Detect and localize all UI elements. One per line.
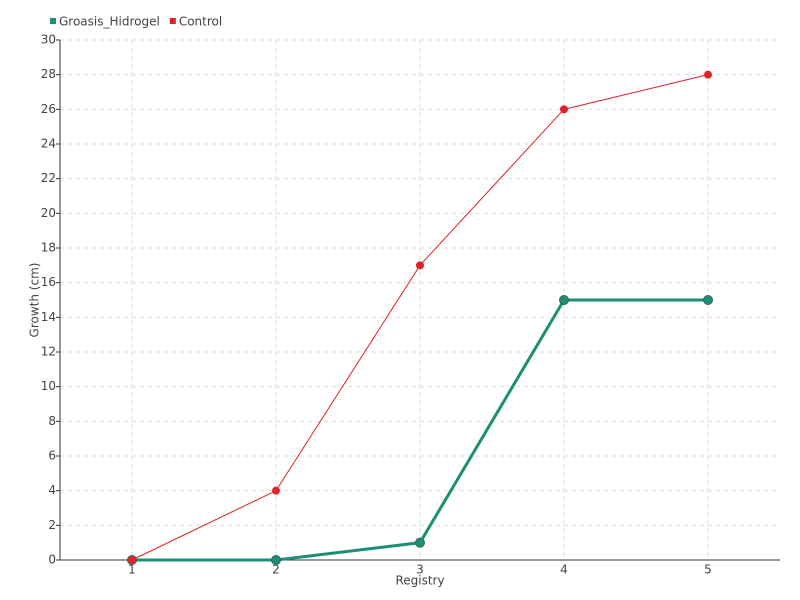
y-tick-label: 30 [41,33,56,47]
legend-swatch [169,18,176,24]
y-tick-label: 0 [48,553,56,567]
y-tick-label: 16 [41,275,56,289]
y-tick-label: 26 [41,102,56,116]
y-tick-label: 12 [41,345,56,359]
data-point [271,555,281,565]
data-point [559,295,569,305]
y-tick-label: 2 [48,518,56,532]
legend-swatch [50,18,56,24]
x-tick-label: 4 [560,563,568,577]
x-tick-label: 3 [416,563,424,577]
y-axis-label: Growth (cm) [28,263,42,338]
x-tick-label: 5 [704,563,712,577]
y-tick-label: 22 [41,171,56,185]
y-tick-label: 18 [41,241,56,255]
y-tick-label: 28 [41,67,56,81]
x-axis-label: Registry [395,574,444,588]
x-tick-label: 1 [128,563,136,577]
data-point [703,295,713,305]
y-tick-label: 14 [41,310,56,324]
y-tick-label: 8 [48,414,56,428]
x-tick-label: 2 [272,563,280,577]
y-tick-label: 20 [41,206,56,220]
y-tick-label: 4 [48,483,56,497]
y-tick-label: 24 [41,137,56,151]
data-point [704,70,712,79]
data-point [560,105,568,114]
y-tick-label: 10 [41,379,56,393]
legend-label: Control [179,15,222,29]
data-point [415,537,425,548]
legend-label: Groasis_Hidrogel [59,15,160,29]
y-tick-label: 6 [48,449,56,463]
data-point [128,556,136,564]
data-point [416,261,424,270]
data-point [272,486,280,495]
